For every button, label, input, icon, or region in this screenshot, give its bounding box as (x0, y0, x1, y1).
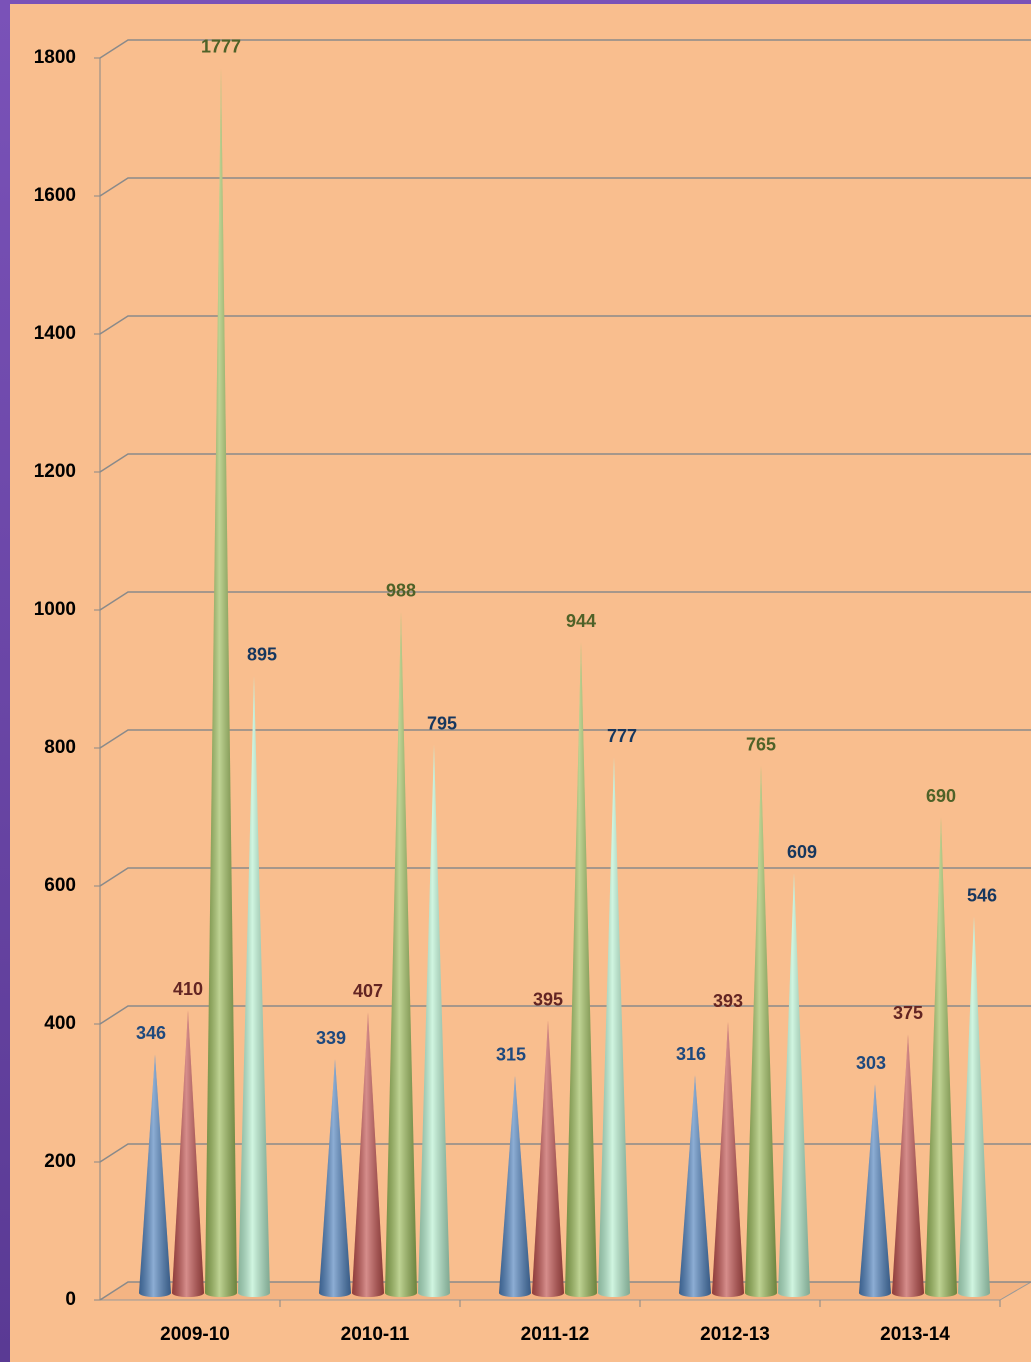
data-label: 765 (746, 734, 776, 754)
cone-shading (679, 1075, 711, 1297)
data-label: 407 (353, 981, 383, 1001)
y-tick-label: 800 (44, 737, 76, 758)
y-tick-label: 400 (44, 1013, 76, 1034)
data-label: 895 (247, 645, 277, 665)
data-label: 795 (427, 714, 457, 734)
data-label: 316 (676, 1044, 706, 1064)
data-label: 346 (136, 1023, 166, 1043)
data-label: 410 (173, 979, 203, 999)
grid-line (99, 729, 1031, 749)
cone-shading (238, 675, 270, 1297)
y-tick-label: 1200 (34, 461, 76, 482)
cone-shading (205, 67, 237, 1298)
cone-shading (139, 1054, 171, 1297)
cone-shading (712, 1022, 744, 1297)
cone-shading (565, 642, 597, 1297)
cone-shading (859, 1084, 891, 1297)
grid-line (99, 453, 1031, 473)
grid-line (99, 177, 1031, 197)
left-border (0, 0, 10, 1362)
data-label: 944 (566, 611, 596, 631)
y-tick-label: 1800 (34, 47, 76, 68)
data-label: 303 (856, 1053, 886, 1073)
data-label: 375 (893, 1003, 923, 1023)
data-label: 315 (496, 1045, 526, 1065)
grid-line (99, 591, 1031, 611)
grid-line (99, 39, 1031, 59)
data-label: 988 (386, 581, 416, 601)
cone-shading (352, 1012, 384, 1297)
cone-shading (418, 744, 450, 1297)
data-label: 393 (713, 991, 743, 1011)
cone-shading (745, 765, 777, 1297)
grid-line (99, 315, 1031, 335)
cone-shading (958, 916, 990, 1297)
cone-shading (892, 1034, 924, 1297)
x-tick-label: 2011-12 (521, 1324, 590, 1345)
data-label: 546 (967, 885, 997, 905)
y-tick-label: 1000 (34, 599, 76, 620)
y-tick-label: 200 (44, 1151, 76, 1172)
cone-shading (925, 817, 957, 1297)
grid-line (99, 1005, 1031, 1025)
y-tick-label: 0 (65, 1289, 76, 1310)
cone-shading (319, 1059, 351, 1297)
cone-shading (532, 1020, 564, 1297)
x-tick-label: 2013-14 (880, 1324, 950, 1345)
data-label: 395 (533, 989, 563, 1009)
data-label: 690 (926, 786, 956, 806)
data-label: 609 (787, 842, 817, 862)
x-tick-label: 2012-13 (700, 1324, 770, 1345)
data-label: 339 (316, 1028, 346, 1048)
y-tick-label: 1600 (34, 185, 76, 206)
x-tick-label: 2009-10 (160, 1324, 230, 1345)
cone-shading (499, 1075, 531, 1297)
x-tick-label: 2010-11 (341, 1324, 410, 1345)
cone-shading (778, 873, 810, 1297)
data-label: 777 (607, 726, 637, 746)
y-tick-label: 1400 (34, 323, 76, 344)
data-label: 1777 (201, 37, 241, 57)
cone-shading (385, 611, 417, 1297)
y-tick-label: 600 (44, 875, 76, 896)
cone-shading (172, 1010, 204, 1297)
cone-shading (598, 757, 630, 1297)
grid-line (99, 867, 1031, 887)
top-border (0, 0, 1031, 4)
